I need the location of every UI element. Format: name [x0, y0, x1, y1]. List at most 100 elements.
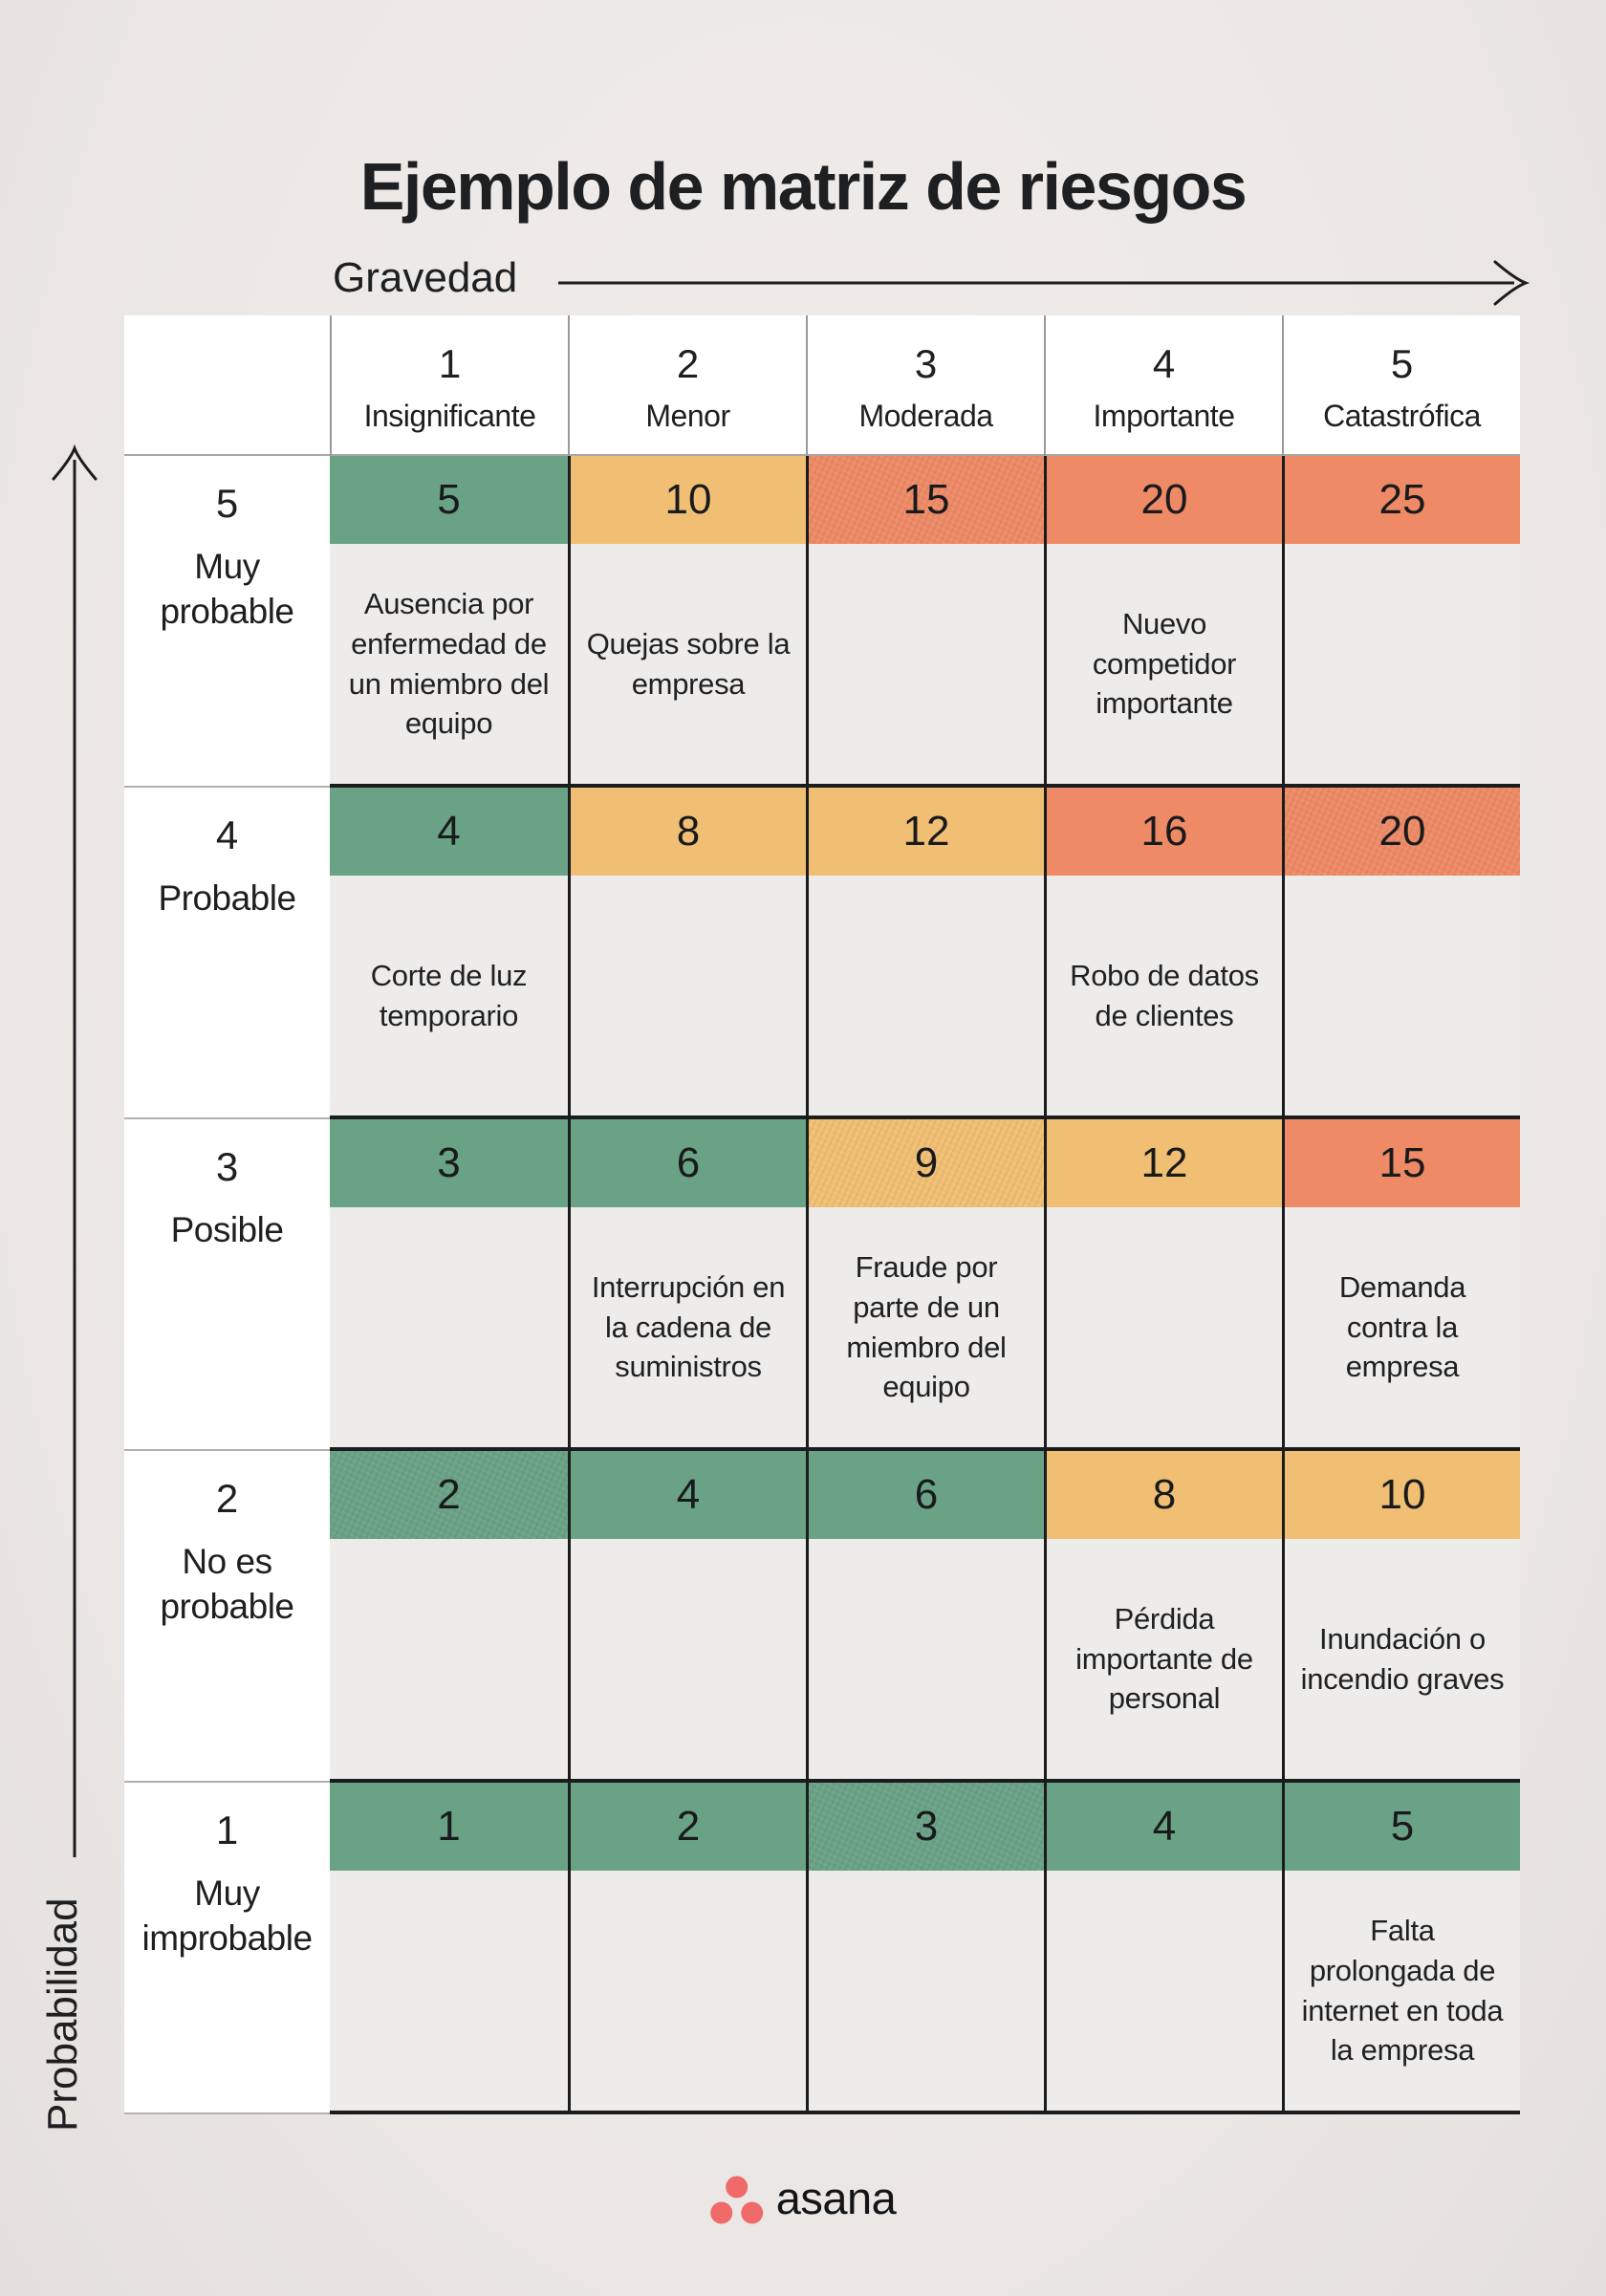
risk-desc — [330, 1207, 568, 1447]
column-header: 4 Importante — [1044, 315, 1282, 456]
risk-desc-text: Interrupción en la cadena de suministros — [591, 1270, 786, 1384]
gravity-axis-arrow-icon — [545, 256, 1539, 310]
risk-band: 4 — [1047, 1783, 1282, 1871]
matrix-cell: 12 — [1044, 1119, 1282, 1451]
row-header-number: 3 — [215, 1144, 239, 1189]
risk-desc: Interrupción en la cadena de suministros — [571, 1207, 806, 1447]
risk-desc-text: Fraude por parte de un miembro del equip… — [846, 1250, 1007, 1404]
matrix-cell: 25 — [1282, 456, 1520, 788]
risk-band: 4 — [571, 1451, 806, 1539]
risk-value: 5 — [437, 476, 461, 523]
risk-desc — [1285, 876, 1520, 1116]
logo-dot — [710, 2201, 733, 2223]
risk-desc-text: Ausencia por enfermedad de un miembro de… — [348, 587, 550, 741]
matrix-cell: 10 Inundación o incendio graves — [1282, 1451, 1520, 1783]
risk-band: 15 — [1285, 1119, 1520, 1207]
matrix-cell: 4 — [568, 1451, 806, 1783]
risk-desc: Quejas sobre la empresa — [571, 544, 806, 784]
risk-value: 15 — [1378, 1139, 1426, 1186]
page-title: Ejemplo de matriz de riesgos — [359, 148, 1248, 224]
matrix-cell: 4 — [1044, 1783, 1282, 2114]
row-header-label: Muy probable — [160, 547, 294, 632]
matrix-cell: 5 Ausencia por enfermedad de un miembro d… — [330, 456, 568, 788]
risk-desc — [1285, 544, 1520, 784]
matrix-cell: 8 Pérdida importante de personal — [1044, 1451, 1282, 1783]
risk-desc: Fraude por parte de un miembro del equip… — [809, 1207, 1044, 1447]
risk-value: 1 — [437, 1803, 461, 1850]
risk-band: 2 — [330, 1451, 568, 1539]
column-header: 2 Menor — [568, 315, 806, 456]
corner-cell — [124, 315, 330, 456]
matrix-cell: 3 — [806, 1783, 1044, 2114]
column-header-label: Catastrófica — [1323, 399, 1481, 433]
risk-desc: Falta prolongada de internet en toda la … — [1285, 1871, 1520, 2111]
risk-desc-text: Corte de luz temporario — [370, 958, 528, 1032]
logo-dot — [741, 2201, 764, 2223]
risk-desc-text: Pérdida importante de personal — [1075, 1602, 1253, 1716]
risk-value: 25 — [1378, 476, 1426, 523]
risk-band: 6 — [571, 1119, 806, 1207]
row-header-label: Probable — [158, 878, 296, 918]
risk-desc — [571, 876, 806, 1116]
row-header: 1 Muy improbable — [124, 1783, 330, 2114]
matrix-cell: 12 — [806, 788, 1044, 1119]
logo-dot — [726, 2176, 749, 2198]
risk-matrix: 1 Insignificante 2 Menor 3 Moderada 4 Important… — [124, 315, 1520, 2114]
matrix-cell: 20 — [1282, 788, 1520, 1119]
column-header-number: 5 — [1390, 341, 1414, 386]
risk-desc: Pérdida importante de personal — [1047, 1539, 1282, 1779]
matrix-cell: 15 — [806, 456, 1044, 788]
risk-value: 6 — [676, 1139, 701, 1186]
risk-value: 10 — [664, 476, 712, 523]
risk-desc-text: Nuevo competidor importante — [1092, 607, 1237, 721]
row-header-label: Posible — [170, 1210, 284, 1249]
risk-band: 1 — [330, 1783, 568, 1871]
risk-band: 20 — [1285, 788, 1520, 876]
row-header-number: 1 — [215, 1808, 239, 1852]
matrix-cell: 20 Nuevo competidor importante — [1044, 456, 1282, 788]
column-header: 1 Insignificante — [330, 315, 568, 456]
row-header-number: 2 — [215, 1476, 239, 1521]
gravity-axis-label: Gravedad — [333, 254, 518, 301]
matrix-cell: 10 Quejas sobre la empresa — [568, 456, 806, 788]
risk-value: 16 — [1140, 808, 1188, 855]
risk-value: 6 — [914, 1471, 939, 1518]
row-header: 5 Muy probable — [124, 456, 330, 788]
risk-desc — [571, 1539, 806, 1779]
risk-value: 4 — [676, 1471, 701, 1518]
risk-value: 8 — [1152, 1471, 1177, 1518]
risk-desc — [330, 1871, 568, 2111]
matrix-cell: 6 — [806, 1451, 1044, 1783]
risk-band: 20 — [1047, 456, 1282, 544]
risk-value: 9 — [914, 1139, 939, 1186]
risk-value: 8 — [676, 808, 701, 855]
risk-value: 3 — [437, 1139, 461, 1186]
matrix-cell: 15 Demanda contra la empresa — [1282, 1119, 1520, 1451]
column-header-number: 1 — [438, 341, 462, 386]
risk-value: 12 — [1140, 1139, 1188, 1186]
risk-value: 15 — [902, 476, 950, 523]
column-header: 5 Catastrófica — [1282, 315, 1520, 456]
column-header: 3 Moderada — [806, 315, 1044, 456]
risk-desc: Nuevo competidor importante — [1047, 544, 1282, 784]
column-header-number: 4 — [1152, 341, 1176, 386]
risk-value: 20 — [1140, 476, 1188, 523]
column-header-label: Menor — [645, 399, 730, 433]
matrix-cell: 4 Corte de luz temporario — [330, 788, 568, 1119]
risk-band: 5 — [330, 456, 568, 544]
risk-band: 10 — [571, 456, 806, 544]
risk-desc — [330, 1539, 568, 1779]
risk-band: 25 — [1285, 456, 1520, 544]
risk-band: 16 — [1047, 788, 1282, 876]
column-header-number: 2 — [676, 341, 700, 386]
matrix-cell: 8 — [568, 788, 806, 1119]
risk-band: 4 — [330, 788, 568, 876]
risk-band: 3 — [330, 1119, 568, 1207]
risk-desc — [809, 544, 1044, 784]
risk-band: 2 — [571, 1783, 806, 1871]
risk-desc: Inundación o incendio graves — [1285, 1539, 1520, 1779]
risk-desc-text: Falta prolongada de internet en toda la … — [1301, 1914, 1504, 2068]
risk-desc-text: Quejas sobre la empresa — [586, 626, 791, 701]
risk-desc — [571, 1871, 806, 2111]
row-header: 3 Posible — [124, 1119, 330, 1451]
